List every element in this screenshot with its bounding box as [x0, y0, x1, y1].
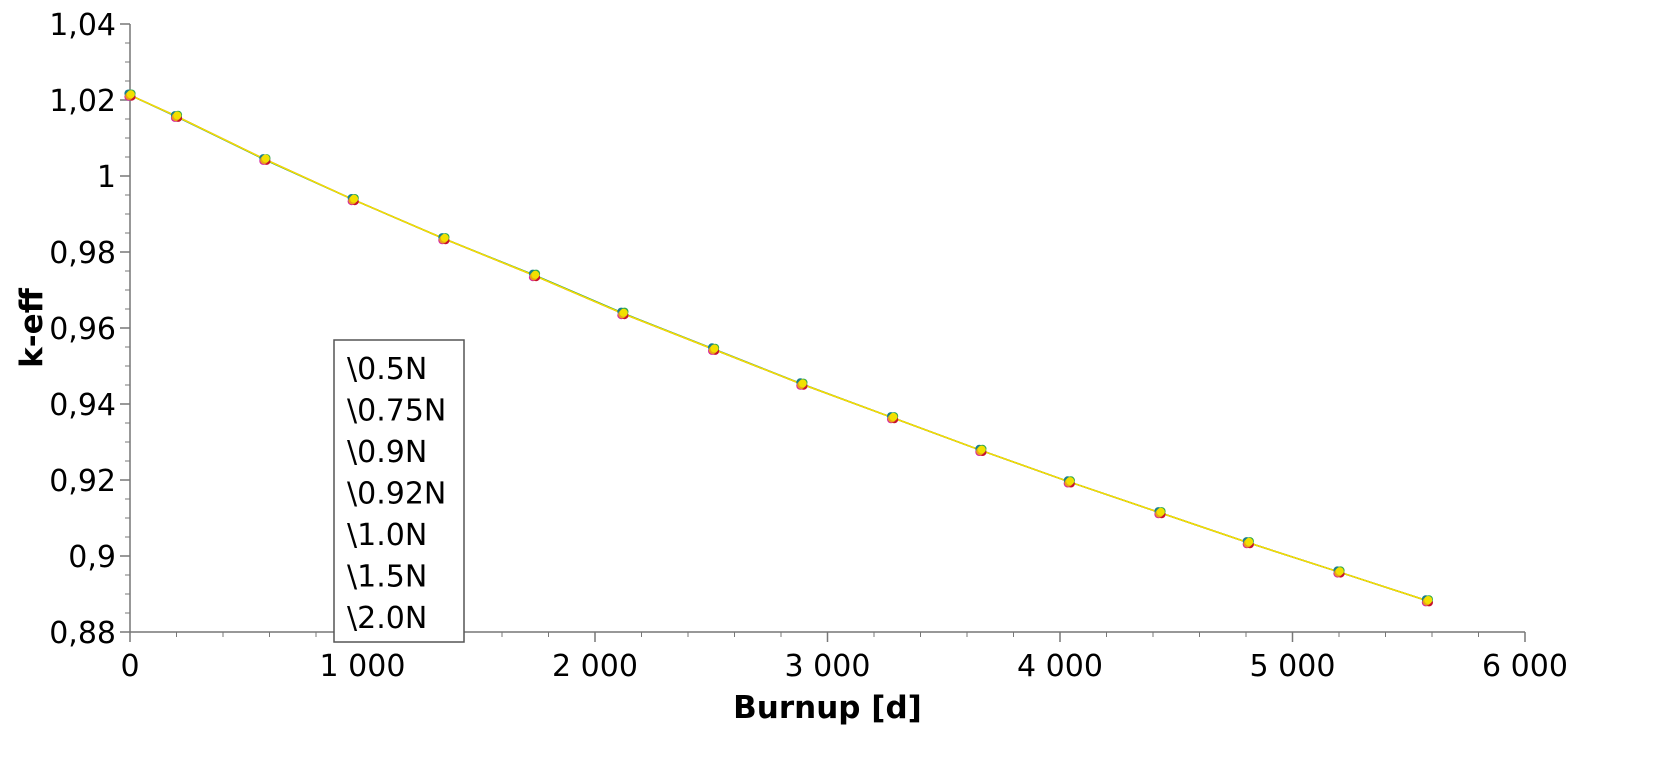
y-tick-label: 0,92 [49, 464, 116, 499]
y-tick-label: 1,02 [49, 84, 116, 119]
legend-entry: \0.75N [347, 394, 446, 429]
x-tick-label: 5 000 [1250, 649, 1336, 684]
data-point [261, 154, 270, 163]
series-lines [129, 94, 1428, 602]
y-ticks: 0,88 0,9 0,92 0,94 0,96 0,98 1 1,02 1,04 [49, 8, 130, 651]
legend-entry: \1.5N [347, 560, 427, 595]
data-point [798, 379, 807, 388]
data-point [1335, 567, 1344, 576]
x-ticks: 0 1 000 2 000 3 000 4 000 5 000 6 000 [120, 632, 1568, 684]
series-line [129, 94, 1428, 602]
legend-entry: \0.9N [347, 435, 427, 470]
y-axis-title: k-eff [14, 287, 50, 368]
data-point [619, 308, 628, 317]
data-point [1424, 596, 1433, 604]
x-tick-label: 6 000 [1482, 649, 1568, 684]
series-line [129, 94, 1428, 602]
data-point [1156, 507, 1165, 516]
series-line [129, 94, 1428, 602]
series-line [129, 94, 1428, 602]
y-tick-label: 1 [97, 160, 116, 195]
series-points [124, 89, 1433, 607]
y-tick-label: 0,9 [68, 540, 116, 575]
x-tick-label: 0 [120, 649, 139, 684]
x-tick-label: 4 000 [1017, 649, 1103, 684]
legend: \0.5N \0.75N \0.9N \0.92N \1.0N \1.5N \2.0N [333, 339, 465, 643]
x-axis-title: Burnup [d] [733, 690, 922, 726]
data-point [350, 194, 358, 203]
legend-entry: \0.92N [347, 477, 446, 512]
y-tick-label: 0,98 [49, 236, 116, 271]
data-point [126, 90, 135, 99]
series-line [129, 94, 1428, 602]
data-point [710, 344, 719, 353]
x-tick-label: 1 000 [320, 649, 406, 684]
series-line [129, 94, 1428, 602]
legend-entry: \2.0N [347, 601, 427, 636]
data-point [977, 445, 986, 454]
y-tick-label: 0,88 [49, 616, 116, 651]
legend-entry: \1.0N [347, 518, 427, 553]
y-tick-label: 0,94 [49, 388, 116, 423]
data-point [440, 233, 449, 242]
data-point [889, 412, 898, 421]
x-tick-label: 2 000 [552, 649, 638, 684]
legend-entry: \0.5N [347, 352, 427, 387]
series-line [129, 94, 1428, 602]
data-point [173, 111, 182, 120]
y-tick-label: 0,96 [49, 312, 116, 347]
data-point [531, 270, 540, 279]
legend-box [333, 339, 465, 643]
y-tick-label: 1,04 [49, 8, 116, 43]
data-point [1066, 477, 1075, 486]
x-tick-label: 3 000 [785, 649, 871, 684]
data-point [1245, 537, 1254, 546]
